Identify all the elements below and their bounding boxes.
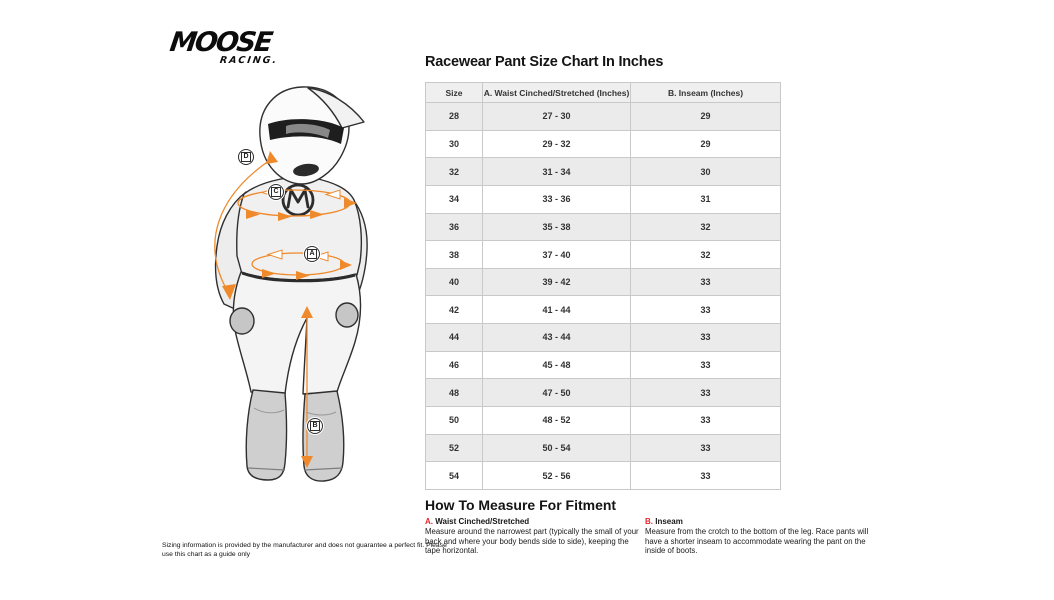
table-cell: 32: [630, 240, 781, 269]
disclaimer-text: Sizing information is provided by the ma…: [162, 542, 447, 558]
table-row: 40 39 - 42 33: [425, 267, 781, 297]
table-cell: 30: [630, 157, 781, 186]
logo-subtext: RACING.: [219, 55, 279, 66]
table-row: 52 50 - 54 33: [425, 433, 781, 463]
table-cell: 32: [630, 212, 781, 242]
table-row: 36 35 - 38 32: [425, 212, 781, 242]
table-cell: 50: [425, 406, 483, 435]
col-header-waist: A. Waist Cinched/Stretched (Inches): [482, 82, 631, 103]
table-cell: 33: [630, 295, 781, 325]
table-row: 30 29 - 32 29: [425, 129, 781, 159]
howto-waist-body: Measure around the narrowest part (typic…: [425, 527, 639, 556]
table-cell: 29: [630, 129, 781, 159]
table-cell: 31 - 34: [482, 157, 631, 186]
howto-inseam-letter: B.: [645, 517, 653, 526]
table-cell: 29: [630, 102, 781, 131]
table-cell: 27 - 30: [482, 102, 631, 131]
table-cell: 45 - 48: [482, 350, 631, 380]
table-cell: 33: [630, 378, 781, 408]
table-row: 46 45 - 48 33: [425, 350, 781, 380]
howto-waist-heading-text: Waist Cinched/Stretched: [435, 517, 530, 526]
howto-section-inseam: B. Inseam Measure from the crotch to the…: [645, 517, 883, 556]
table-cell: 33: [630, 350, 781, 380]
table-row: 48 47 - 50 33: [425, 378, 781, 408]
table-cell: 43 - 44: [482, 323, 631, 352]
table-cell: 31: [630, 184, 781, 214]
size-chart-table: Size A. Waist Cinched/Stretched (Inches)…: [425, 82, 781, 490]
table-cell: 38: [425, 240, 483, 269]
table-cell: 33 - 36: [482, 184, 631, 214]
howto-title: How To Measure For Fitment: [425, 497, 617, 513]
howto-inseam-body: Measure from the crotch to the bottom of…: [645, 527, 869, 556]
table-cell: 33: [630, 323, 781, 352]
table-cell: 50 - 54: [482, 433, 631, 463]
table-header-row: Size A. Waist Cinched/Stretched (Inches)…: [425, 82, 781, 103]
marker-d-letter: D: [241, 152, 251, 162]
table-row: 38 37 - 40 32: [425, 240, 781, 269]
rider-figure-svg: [214, 86, 368, 482]
table-cell: 28: [425, 102, 483, 131]
table-row: 42 41 - 44 33: [425, 295, 781, 325]
table-cell: 33: [630, 433, 781, 463]
rider-illustration: D C A B: [158, 78, 410, 490]
table-cell: 46: [425, 350, 483, 380]
table-cell: 54: [425, 461, 483, 490]
howto-waist-heading: A. Waist Cinched/Stretched: [425, 517, 639, 526]
table-cell: 44: [425, 323, 483, 352]
howto-section-waist: A. Waist Cinched/Stretched Measure aroun…: [425, 517, 639, 556]
marker-b-letter: B: [310, 421, 320, 431]
table-cell: 37 - 40: [482, 240, 631, 269]
table-cell: 40: [425, 267, 483, 297]
table-cell: 32: [425, 157, 483, 186]
table-cell: 33: [630, 267, 781, 297]
table-cell: 42: [425, 295, 483, 325]
table-cell: 52: [425, 433, 483, 463]
table-cell: 52 - 56: [482, 461, 631, 490]
table-cell: 35 - 38: [482, 212, 631, 242]
marker-a-icon: A: [304, 246, 320, 262]
table-cell: 48: [425, 378, 483, 408]
table-row: 50 48 - 52 33: [425, 406, 781, 435]
table-row: 44 43 - 44 33: [425, 323, 781, 352]
table-cell: 33: [630, 406, 781, 435]
col-header-size: Size: [425, 82, 483, 103]
table-cell: 39 - 42: [482, 267, 631, 297]
table-row: 34 33 - 36 31: [425, 184, 781, 214]
table-row: 32 31 - 34 30: [425, 157, 781, 186]
marker-b-icon: B: [307, 418, 323, 434]
table-row: 54 52 - 56 33: [425, 461, 781, 490]
table-cell: 29 - 32: [482, 129, 631, 159]
marker-c-icon: C: [268, 184, 284, 200]
table-cell: 48 - 52: [482, 406, 631, 435]
table-cell: 33: [630, 461, 781, 490]
marker-a-letter: A: [307, 249, 317, 259]
size-chart-title: Racewear Pant Size Chart In Inches: [425, 54, 664, 70]
table-cell: 36: [425, 212, 483, 242]
logo-wordmark: MOOSE: [167, 27, 273, 58]
howto-waist-letter: A.: [425, 517, 433, 526]
table-cell: 47 - 50: [482, 378, 631, 408]
howto-inseam-heading-text: Inseam: [655, 517, 683, 526]
marker-c-letter: C: [271, 187, 281, 197]
howto-inseam-heading: B. Inseam: [645, 517, 883, 526]
table-cell: 30: [425, 129, 483, 159]
moose-racing-logo: MOOSE RACING.: [167, 27, 292, 66]
col-header-inseam: B. Inseam (Inches): [630, 82, 781, 103]
table-cell: 34: [425, 184, 483, 214]
marker-d-icon: D: [238, 149, 254, 165]
table-row: 28 27 - 30 29: [425, 102, 781, 131]
table-cell: 41 - 44: [482, 295, 631, 325]
size-table-body: 28 27 - 30 29 30 29 - 32 29 32 31 - 34 30 34 33 - …: [425, 102, 781, 490]
